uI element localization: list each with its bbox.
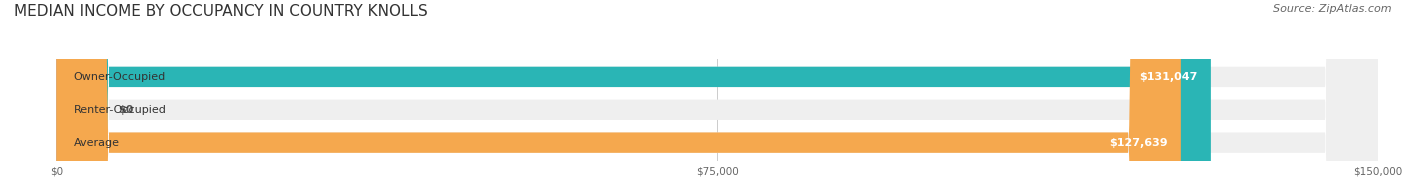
FancyBboxPatch shape bbox=[56, 0, 1378, 196]
FancyBboxPatch shape bbox=[56, 0, 1378, 196]
Text: Owner-Occupied: Owner-Occupied bbox=[75, 72, 166, 82]
Text: $0: $0 bbox=[118, 105, 134, 115]
Text: $127,639: $127,639 bbox=[1109, 138, 1167, 148]
Text: MEDIAN INCOME BY OCCUPANCY IN COUNTRY KNOLLS: MEDIAN INCOME BY OCCUPANCY IN COUNTRY KN… bbox=[14, 4, 427, 19]
Text: Source: ZipAtlas.com: Source: ZipAtlas.com bbox=[1274, 4, 1392, 14]
FancyBboxPatch shape bbox=[56, 0, 1211, 196]
Text: $131,047: $131,047 bbox=[1139, 72, 1198, 82]
Text: Average: Average bbox=[75, 138, 120, 148]
FancyBboxPatch shape bbox=[56, 0, 1378, 196]
Text: Renter-Occupied: Renter-Occupied bbox=[75, 105, 167, 115]
FancyBboxPatch shape bbox=[56, 0, 1181, 196]
FancyBboxPatch shape bbox=[56, 0, 100, 196]
